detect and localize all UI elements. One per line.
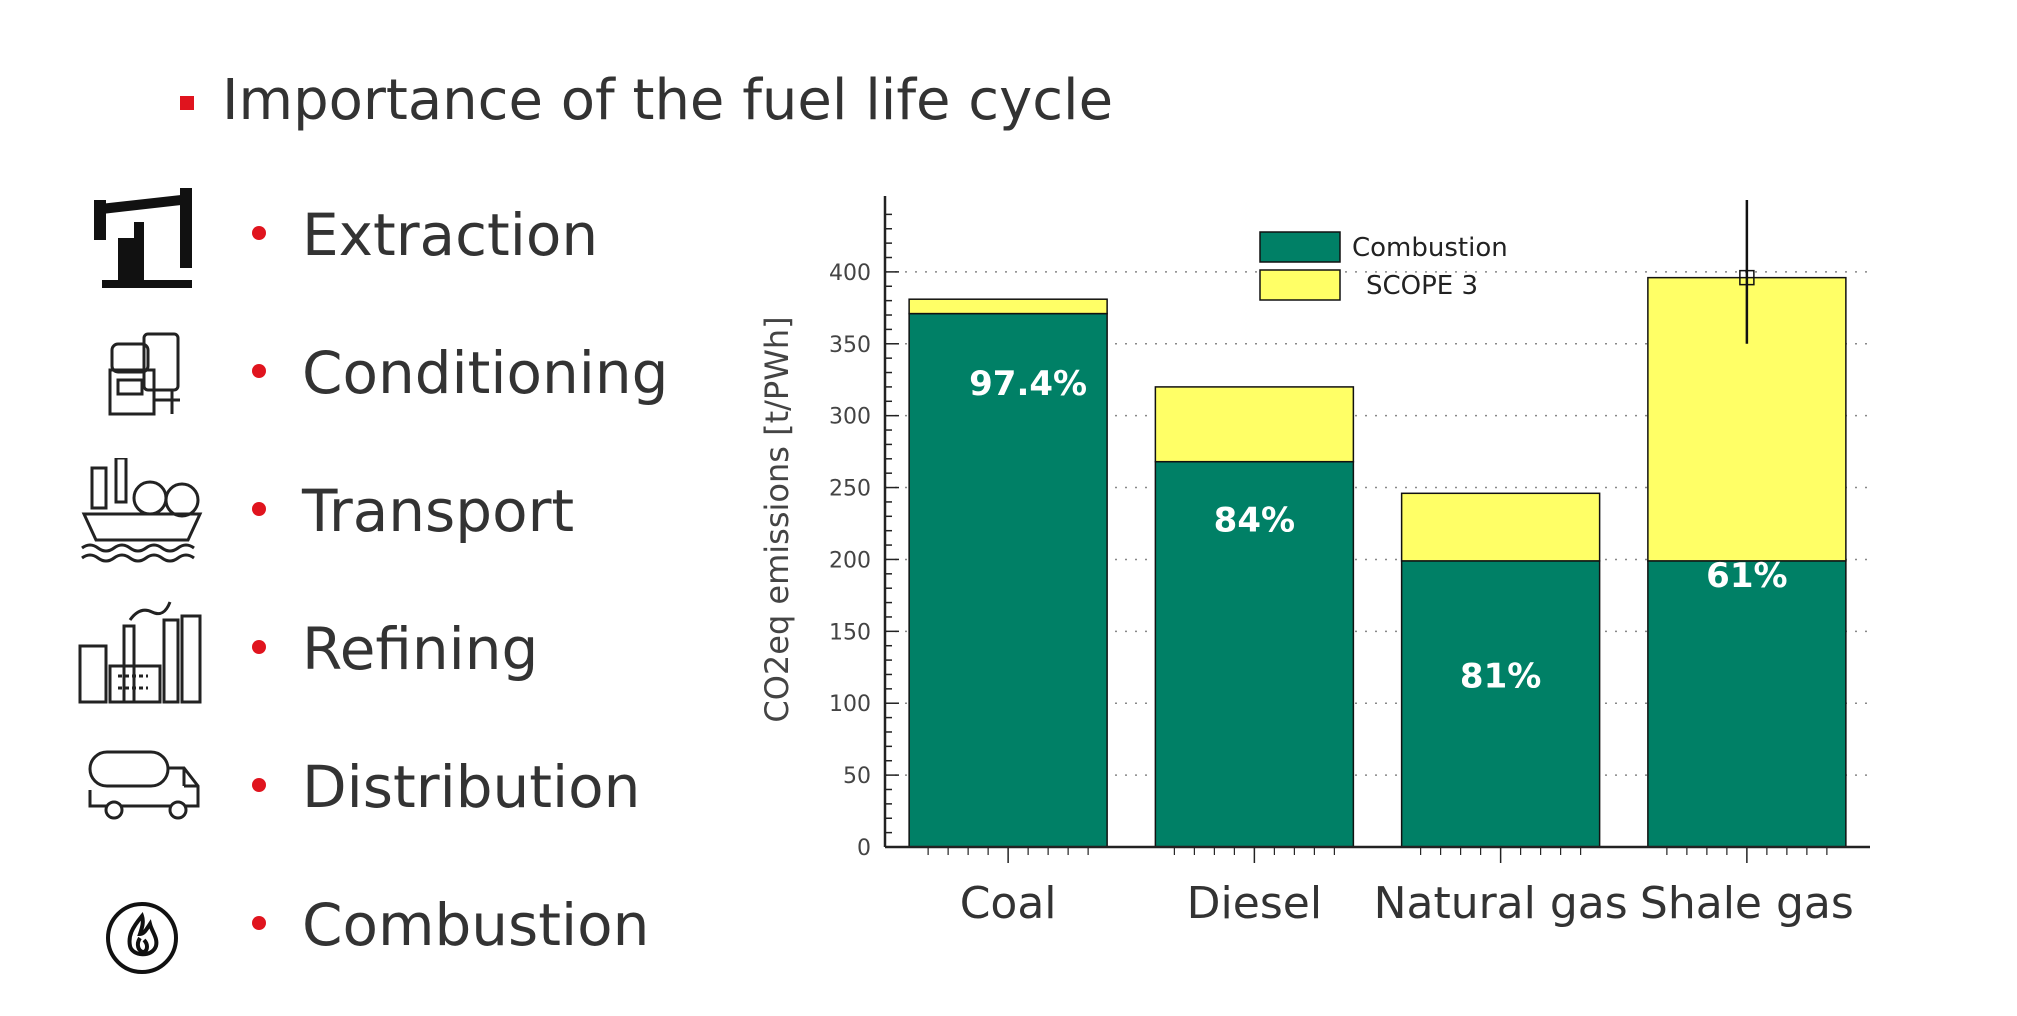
slide-title: Importance of the fuel life cycle bbox=[222, 68, 1114, 133]
stage-bullet bbox=[252, 778, 266, 792]
stage-bullet bbox=[252, 502, 266, 516]
legend-swatch bbox=[1259, 231, 1341, 263]
y-tick-label: 400 bbox=[829, 261, 871, 286]
stage-combustion: Combustion bbox=[0, 872, 760, 982]
stage-bullet bbox=[252, 226, 266, 240]
data-label: 97.4% bbox=[969, 364, 1087, 404]
y-tick-label: 100 bbox=[829, 692, 871, 717]
processing-plant-icon bbox=[108, 332, 180, 416]
data-label: 84% bbox=[1214, 500, 1295, 540]
y-tick-label: 200 bbox=[829, 548, 871, 573]
stage-label-combustion: Combustion bbox=[302, 891, 650, 959]
stage-transport: Transport bbox=[0, 458, 760, 568]
stage-bullet bbox=[252, 640, 266, 654]
bar-combustion-diesel bbox=[1154, 460, 1355, 848]
y-axis-label: CO2eq emissions [t/PWh] bbox=[758, 316, 796, 722]
stage-label-refining: Refining bbox=[302, 615, 539, 683]
y-tick-label: 150 bbox=[829, 620, 871, 645]
y-tick-label: 50 bbox=[843, 764, 871, 789]
stage-label-conditioning: Conditioning bbox=[302, 339, 669, 407]
stage-label-extraction: Extraction bbox=[302, 201, 599, 269]
stage-refining: Refining bbox=[0, 596, 760, 706]
stage-bullet bbox=[252, 916, 266, 930]
y-tick-label: 250 bbox=[829, 477, 871, 502]
data-label: 61% bbox=[1706, 556, 1787, 596]
y-tick-label: 350 bbox=[829, 333, 871, 358]
bar-scope3-diesel bbox=[1154, 386, 1355, 463]
error-bar-marker bbox=[1739, 269, 1755, 286]
bar-scope3-coal bbox=[908, 298, 1108, 315]
stage-extraction: Extraction bbox=[0, 182, 760, 292]
tanker-truck-icon bbox=[88, 750, 200, 820]
stage-label-transport: Transport bbox=[302, 477, 575, 545]
stage-distribution: Distribution bbox=[0, 734, 760, 844]
flame-icon bbox=[106, 902, 178, 974]
stage-label-distribution: Distribution bbox=[302, 753, 641, 821]
data-label: 81% bbox=[1460, 656, 1541, 696]
y-tick-label: 300 bbox=[829, 405, 871, 430]
x-tick-label: Diesel bbox=[1187, 878, 1322, 929]
legend-entry: Combustion bbox=[1352, 233, 1508, 263]
bar-scope3-natural-gas bbox=[1400, 492, 1601, 562]
legend-swatch bbox=[1259, 269, 1341, 301]
x-tick-label: Coal bbox=[960, 878, 1057, 929]
legend-entry: SCOPE 3 bbox=[1366, 271, 1478, 301]
y-tick-label: 0 bbox=[857, 836, 871, 861]
title-bullet bbox=[180, 96, 194, 110]
oil-pump-icon bbox=[94, 188, 192, 288]
refinery-icon bbox=[78, 601, 202, 704]
bar-combustion-coal bbox=[908, 312, 1108, 848]
tanker-ship-icon bbox=[81, 458, 203, 563]
x-tick-label: Shale gas bbox=[1640, 878, 1854, 929]
bar-combustion-shale-gas bbox=[1647, 560, 1847, 848]
stage-conditioning: Conditioning bbox=[0, 320, 760, 430]
stage-bullet bbox=[252, 364, 266, 378]
bar-combustion-natural-gas bbox=[1400, 560, 1601, 848]
x-tick-label: Natural gas bbox=[1374, 878, 1628, 929]
